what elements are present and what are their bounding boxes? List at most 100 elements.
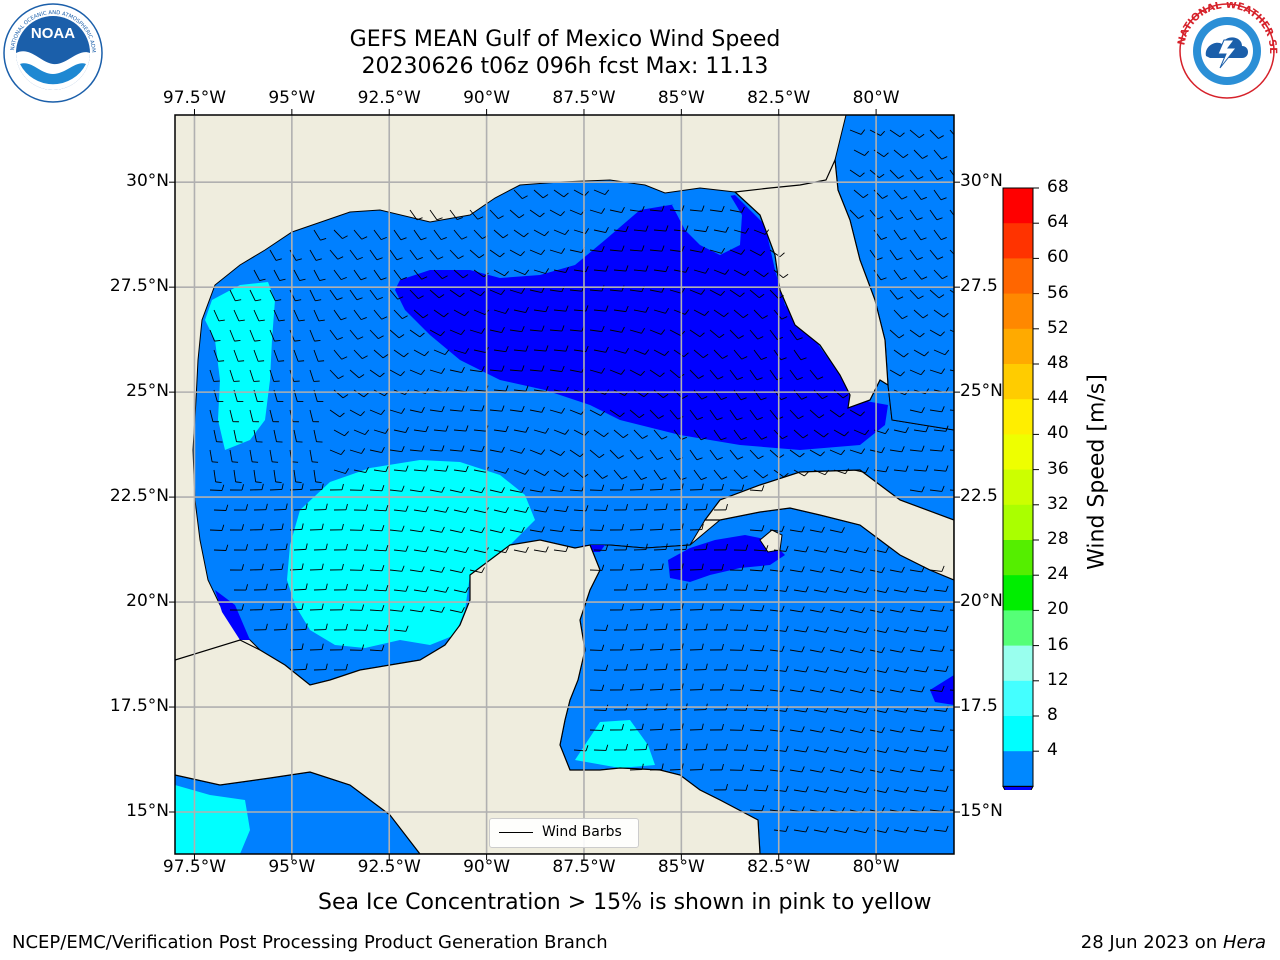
wind-barb [909,409,922,414]
wind-barb [693,229,706,233]
wind-barb [729,249,742,255]
wind-barb [949,729,954,731]
wind-barb [369,289,378,300]
wind-barb-flag [756,377,763,381]
wind-barb [513,349,526,352]
wind-barb [853,189,864,199]
wind-barb [449,489,462,494]
wind-barb-flag [860,411,865,417]
wind-barb [853,749,866,754]
wind-barb [453,589,466,594]
wind-barb-flag [361,524,365,531]
wind-barb-flag [799,452,805,458]
colorbar-title: Wind Speed [m/s] [1084,374,1110,570]
wind-barb-flag [381,446,385,453]
wind-barb-flag [702,353,709,359]
wind-barb-flag [341,563,344,570]
colorbar-segment [1003,399,1033,435]
wind-barb [353,469,366,473]
colorbar-segment [1003,434,1033,471]
wind-barb-flag [605,544,609,551]
wind-barb [829,409,840,418]
wind-barb [653,269,666,273]
wind-barb-flag [920,237,927,241]
wind-barb [613,469,623,480]
wind-barb [709,209,722,213]
wind-barb-flag [780,357,787,361]
wind-barb-flag [641,643,644,650]
wind-barb-flag [278,319,285,322]
wind-barb [389,529,402,532]
wind-barb [469,569,482,574]
wind-barb [433,349,446,356]
wind-barb-flag [305,663,308,670]
wind-barb-flag [881,727,885,733]
wind-barb-flag [601,724,605,731]
wind-barb [209,489,223,491]
wind-barb-flag [782,435,788,440]
wind-barb [549,489,562,492]
wind-barb [813,549,826,553]
wind-barb [409,409,422,413]
wind-barb [753,709,767,712]
wind-barb [433,309,445,318]
wind-barb [273,548,287,551]
wind-barb-flag [842,394,849,399]
wind-barb-flag [665,503,668,510]
wind-barb [609,289,622,292]
wind-barb-flag [681,245,685,252]
wind-barb-flag [925,666,929,673]
colorbar-segment [1003,540,1033,576]
wind-barb-flag [761,356,767,360]
wind-barb-flag [941,565,945,572]
wind-barb-flag [522,195,528,200]
wind-barb [213,549,227,551]
wind-barb [809,689,822,693]
colorbar-tick-label: 12 [1047,669,1069,690]
wind-barb-flag [565,505,569,512]
wind-barb [233,309,240,322]
wind-barb [609,409,621,418]
wind-barb [789,649,802,653]
wind-barb-flag [261,603,264,610]
wind-barb-flag [841,727,845,733]
wind-barb [273,628,287,631]
wind-barb [849,609,862,614]
wind-barb-flag [598,453,605,459]
wind-barb-flag [265,503,268,510]
wind-barb-flag [839,412,845,418]
wind-barb [949,249,954,255]
wind-barb-flag [801,606,805,613]
wind-barb-flag [301,483,304,490]
wind-barb [889,689,902,693]
wind-barb-flag [621,206,625,213]
wind-barb [669,688,683,691]
wind-barb-flag [361,564,365,571]
wind-barb-flag [645,503,648,510]
wind-barb-flag [858,215,864,219]
wind-barb-flag [241,564,244,571]
wind-barb [913,149,923,159]
wind-barb [929,129,939,139]
wind-barb-flag [541,325,545,332]
wind-barb [409,289,419,299]
wind-barb-flag [685,583,688,590]
wind-barb [913,629,926,633]
wind-barb [913,229,922,241]
wind-barb [249,289,256,301]
wind-barb-flag [861,607,865,613]
wind-barb [789,409,799,420]
wind-barb [829,649,842,654]
wind-barb [809,369,818,380]
wind-barb [393,469,406,472]
wind-barb [789,529,802,533]
wind-barb-flag [758,293,765,299]
wind-barb [453,549,466,554]
wind-barb-flag [841,767,845,773]
wind-barb-flag [523,232,529,238]
wind-barb-flag [962,406,964,412]
wind-barb-flag [605,265,609,272]
wind-barb [353,349,363,359]
wind-barb [213,509,227,511]
wind-barb-flag [605,664,609,671]
